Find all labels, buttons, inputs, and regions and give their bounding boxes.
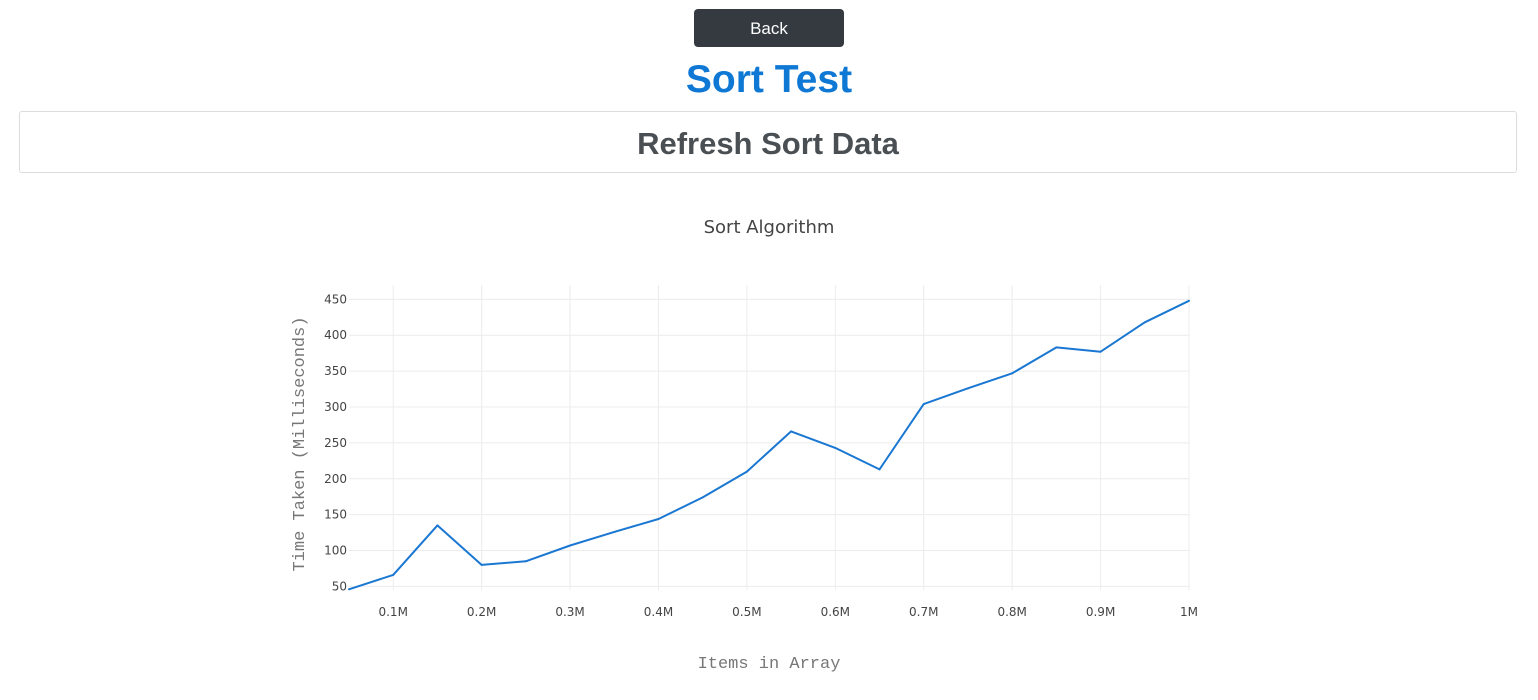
x-tick-label: 1M [1180,605,1198,619]
data-point [613,530,616,533]
y-tick-label: 200 [324,472,347,486]
page-title: Sort Test [685,58,853,101]
data-point [966,387,969,390]
x-tick-label: 0.2M [467,605,496,619]
data-point [348,588,350,591]
y-tick-label: 100 [324,544,347,558]
data-point [745,470,748,473]
x-tick-label: 0.6M [821,605,850,619]
y-axis-label: Time Taken (Milliseconds) [291,316,310,571]
data-point [436,524,439,527]
data-point [790,430,793,433]
data-point [701,496,704,499]
data-point [569,544,572,547]
data-point [1188,299,1190,302]
data-point [480,563,483,566]
data-point [1143,321,1146,324]
series-layer [348,299,1190,591]
data-point [878,468,881,471]
x-axis-label: Items in Array [698,655,841,674]
grid-lines [349,285,1190,590]
data-point [1099,350,1102,353]
refresh-sort-data-button[interactable]: Refresh Sort Data [19,111,1517,173]
y-tick-label: 250 [324,436,347,450]
chart-title: Sort Algorithm [704,217,835,238]
axis-ticks: 50 100 150 200 250 300 350 400 450 0.1M 0.2M 0.3M 0.… [324,292,1198,619]
x-tick-label: 0.3M [555,605,584,619]
data-point [392,573,395,576]
y-tick-label: 150 [324,508,347,522]
x-tick-label: 0.7M [909,605,938,619]
series-line [348,299,1190,591]
y-tick-label: 50 [332,579,347,593]
x-tick-label: 0.8M [997,605,1026,619]
y-tick-label: 400 [324,328,347,342]
x-tick-label: 0.5M [732,605,761,619]
back-button[interactable]: Back [694,9,844,47]
data-point [657,517,660,520]
x-tick-label: 0.4M [644,605,673,619]
sort-algorithm-chart: Sort Algorithm 50 100 150 200 250 300 350 400 45… [291,217,1198,674]
y-tick-label: 450 [324,292,347,306]
data-point [834,446,837,449]
data-point [1011,372,1014,375]
data-point [524,560,527,563]
data-point [922,403,925,406]
data-point [1055,346,1058,349]
y-tick-label: 300 [324,400,347,414]
x-tick-label: 0.1M [378,605,407,619]
x-tick-label: 0.9M [1086,605,1115,619]
y-tick-label: 350 [324,364,347,378]
